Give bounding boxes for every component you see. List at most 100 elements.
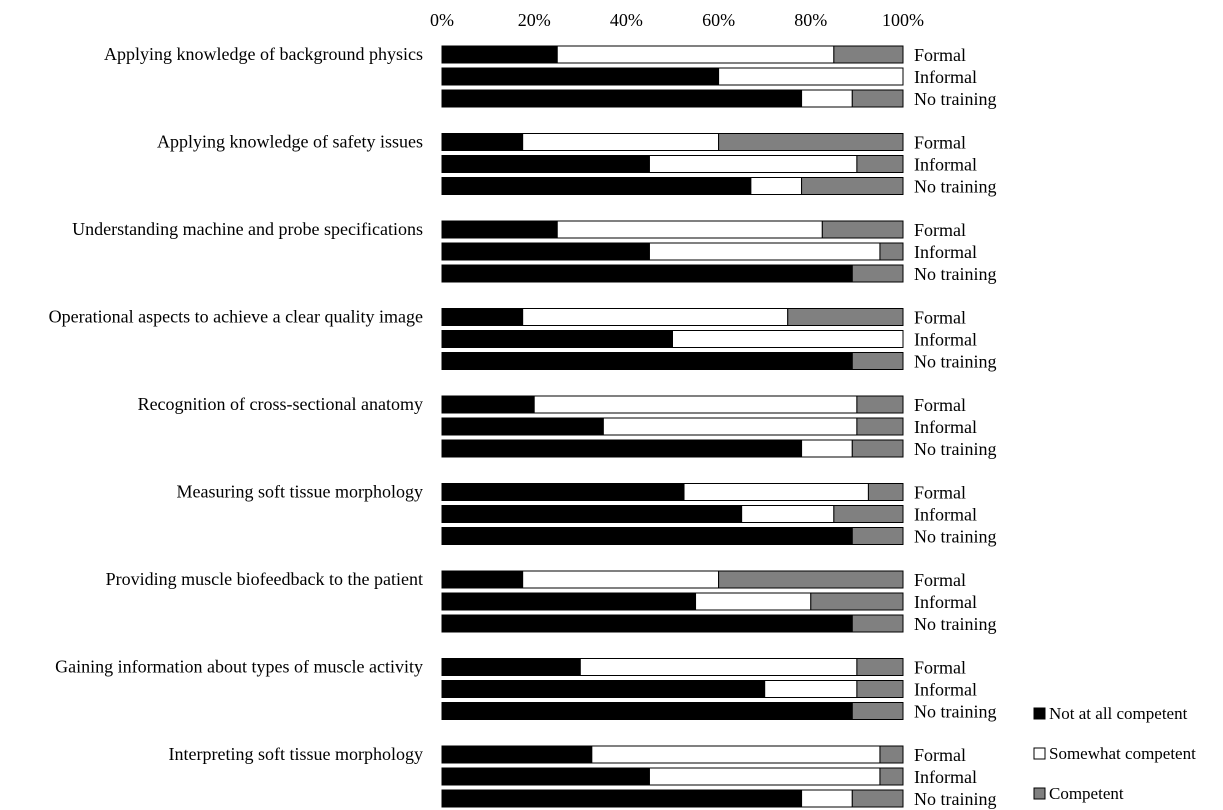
- bar-segment: [441, 89, 803, 108]
- x-tick-label: 60%: [702, 10, 735, 30]
- x-tick-label: 80%: [794, 10, 827, 30]
- bar-segment: [833, 45, 904, 64]
- bar-segment: [441, 417, 604, 436]
- category-label: Measuring soft tissue morphology: [177, 482, 423, 502]
- bar-segment: [810, 592, 904, 611]
- bar-segment: [856, 155, 904, 173]
- legend-swatch: [1033, 707, 1046, 720]
- bar-segment: [441, 658, 581, 676]
- category-label: Operational aspects to achieve a clear q…: [49, 307, 423, 327]
- group-label: Formal: [914, 570, 966, 590]
- group-label: Informal: [914, 67, 977, 87]
- x-tick-label: 100%: [882, 10, 924, 30]
- bar-segment: [851, 527, 904, 545]
- legend-label: Not at all competent: [1049, 704, 1188, 723]
- legend-swatch: [1033, 787, 1046, 800]
- group-label: No training: [914, 702, 997, 722]
- bar-segment: [851, 789, 904, 808]
- bar-segment: [851, 702, 904, 720]
- bar-segment: [879, 745, 904, 764]
- bar-segment: [441, 527, 853, 545]
- bar-segment: [441, 680, 766, 698]
- bar-segment: [718, 133, 904, 151]
- bar-segment: [441, 308, 524, 326]
- x-tick-label: 20%: [518, 10, 551, 30]
- bar-segment: [801, 789, 853, 808]
- bar-segment: [441, 439, 803, 458]
- bar-segment: [441, 177, 752, 195]
- group-label: Formal: [914, 45, 966, 65]
- bar-segment: [441, 789, 803, 808]
- bar-segment: [683, 483, 869, 501]
- group-label: Formal: [914, 220, 966, 240]
- bar-segment: [602, 417, 858, 436]
- bar-segment: [441, 133, 524, 151]
- bar-segment: [441, 395, 535, 414]
- group-label: Formal: [914, 133, 966, 153]
- group-label: Formal: [914, 658, 966, 678]
- bar-segment: [851, 352, 904, 370]
- bar-segment: [522, 570, 720, 589]
- bar-segment: [801, 439, 853, 458]
- bar-segment: [441, 614, 853, 633]
- group-label: Formal: [914, 745, 966, 765]
- bar-segment: [591, 745, 881, 764]
- bar-segment: [533, 395, 858, 414]
- bar-segment: [750, 177, 803, 195]
- group-label: No training: [914, 789, 997, 809]
- group-label: Informal: [914, 417, 977, 437]
- group-label: No training: [914, 527, 997, 547]
- group-label: No training: [914, 89, 997, 109]
- group-label: Informal: [914, 155, 977, 175]
- group-label: No training: [914, 439, 997, 459]
- category-label: Providing muscle biofeedback to the pati…: [106, 569, 423, 589]
- category-label: Interpreting soft tissue morphology: [169, 744, 423, 764]
- bar-segment: [801, 89, 853, 108]
- bar-segment: [579, 658, 858, 676]
- group-label: Formal: [914, 483, 966, 503]
- bar-segment: [718, 67, 904, 86]
- group-label: Informal: [914, 242, 977, 262]
- bar-segment: [801, 177, 904, 195]
- group-label: No training: [914, 614, 997, 634]
- bar-segment: [441, 352, 853, 370]
- group-label: Formal: [914, 395, 966, 415]
- x-axis-ticks: 0% 20% 40% 60% 80% 100%: [430, 10, 924, 30]
- bar-segment: [556, 45, 835, 64]
- group-label: No training: [914, 264, 997, 284]
- bar-segment: [851, 89, 904, 108]
- bar-segment: [695, 592, 812, 611]
- bar-segment: [851, 614, 904, 633]
- bar-segment: [648, 767, 881, 786]
- bar-segment: [672, 330, 904, 348]
- bar-segment: [821, 220, 904, 239]
- bar-segment: [856, 395, 904, 414]
- category-label: Recognition of cross-sectional anatomy: [138, 394, 423, 414]
- bar-segment: [441, 242, 650, 261]
- bar-segment: [764, 680, 858, 698]
- bar-segment: [522, 308, 789, 326]
- bar-segment: [787, 308, 904, 326]
- legend-label: Competent: [1049, 784, 1124, 803]
- bar-segment: [556, 220, 823, 239]
- bar-segment: [441, 702, 853, 720]
- bar-segment: [856, 680, 904, 698]
- bar-segment: [851, 439, 904, 458]
- bar-segment: [441, 330, 673, 348]
- bar-segment: [522, 133, 720, 151]
- bar-segment: [441, 570, 524, 589]
- category-label: Applying knowledge of safety issues: [157, 132, 423, 152]
- bar-segment: [441, 264, 853, 283]
- bar-segment: [879, 242, 904, 261]
- bar-segment: [851, 264, 904, 283]
- bar-segment: [867, 483, 904, 501]
- bar-segment: [879, 767, 904, 786]
- x-tick-label: 40%: [610, 10, 643, 30]
- bar-segment: [441, 67, 720, 86]
- legend-swatch: [1033, 747, 1046, 760]
- category-label: Understanding machine and probe specific…: [72, 219, 423, 239]
- bar-segment: [441, 45, 558, 64]
- bar-segment: [441, 155, 650, 173]
- legend-label: Somewhat competent: [1049, 744, 1196, 763]
